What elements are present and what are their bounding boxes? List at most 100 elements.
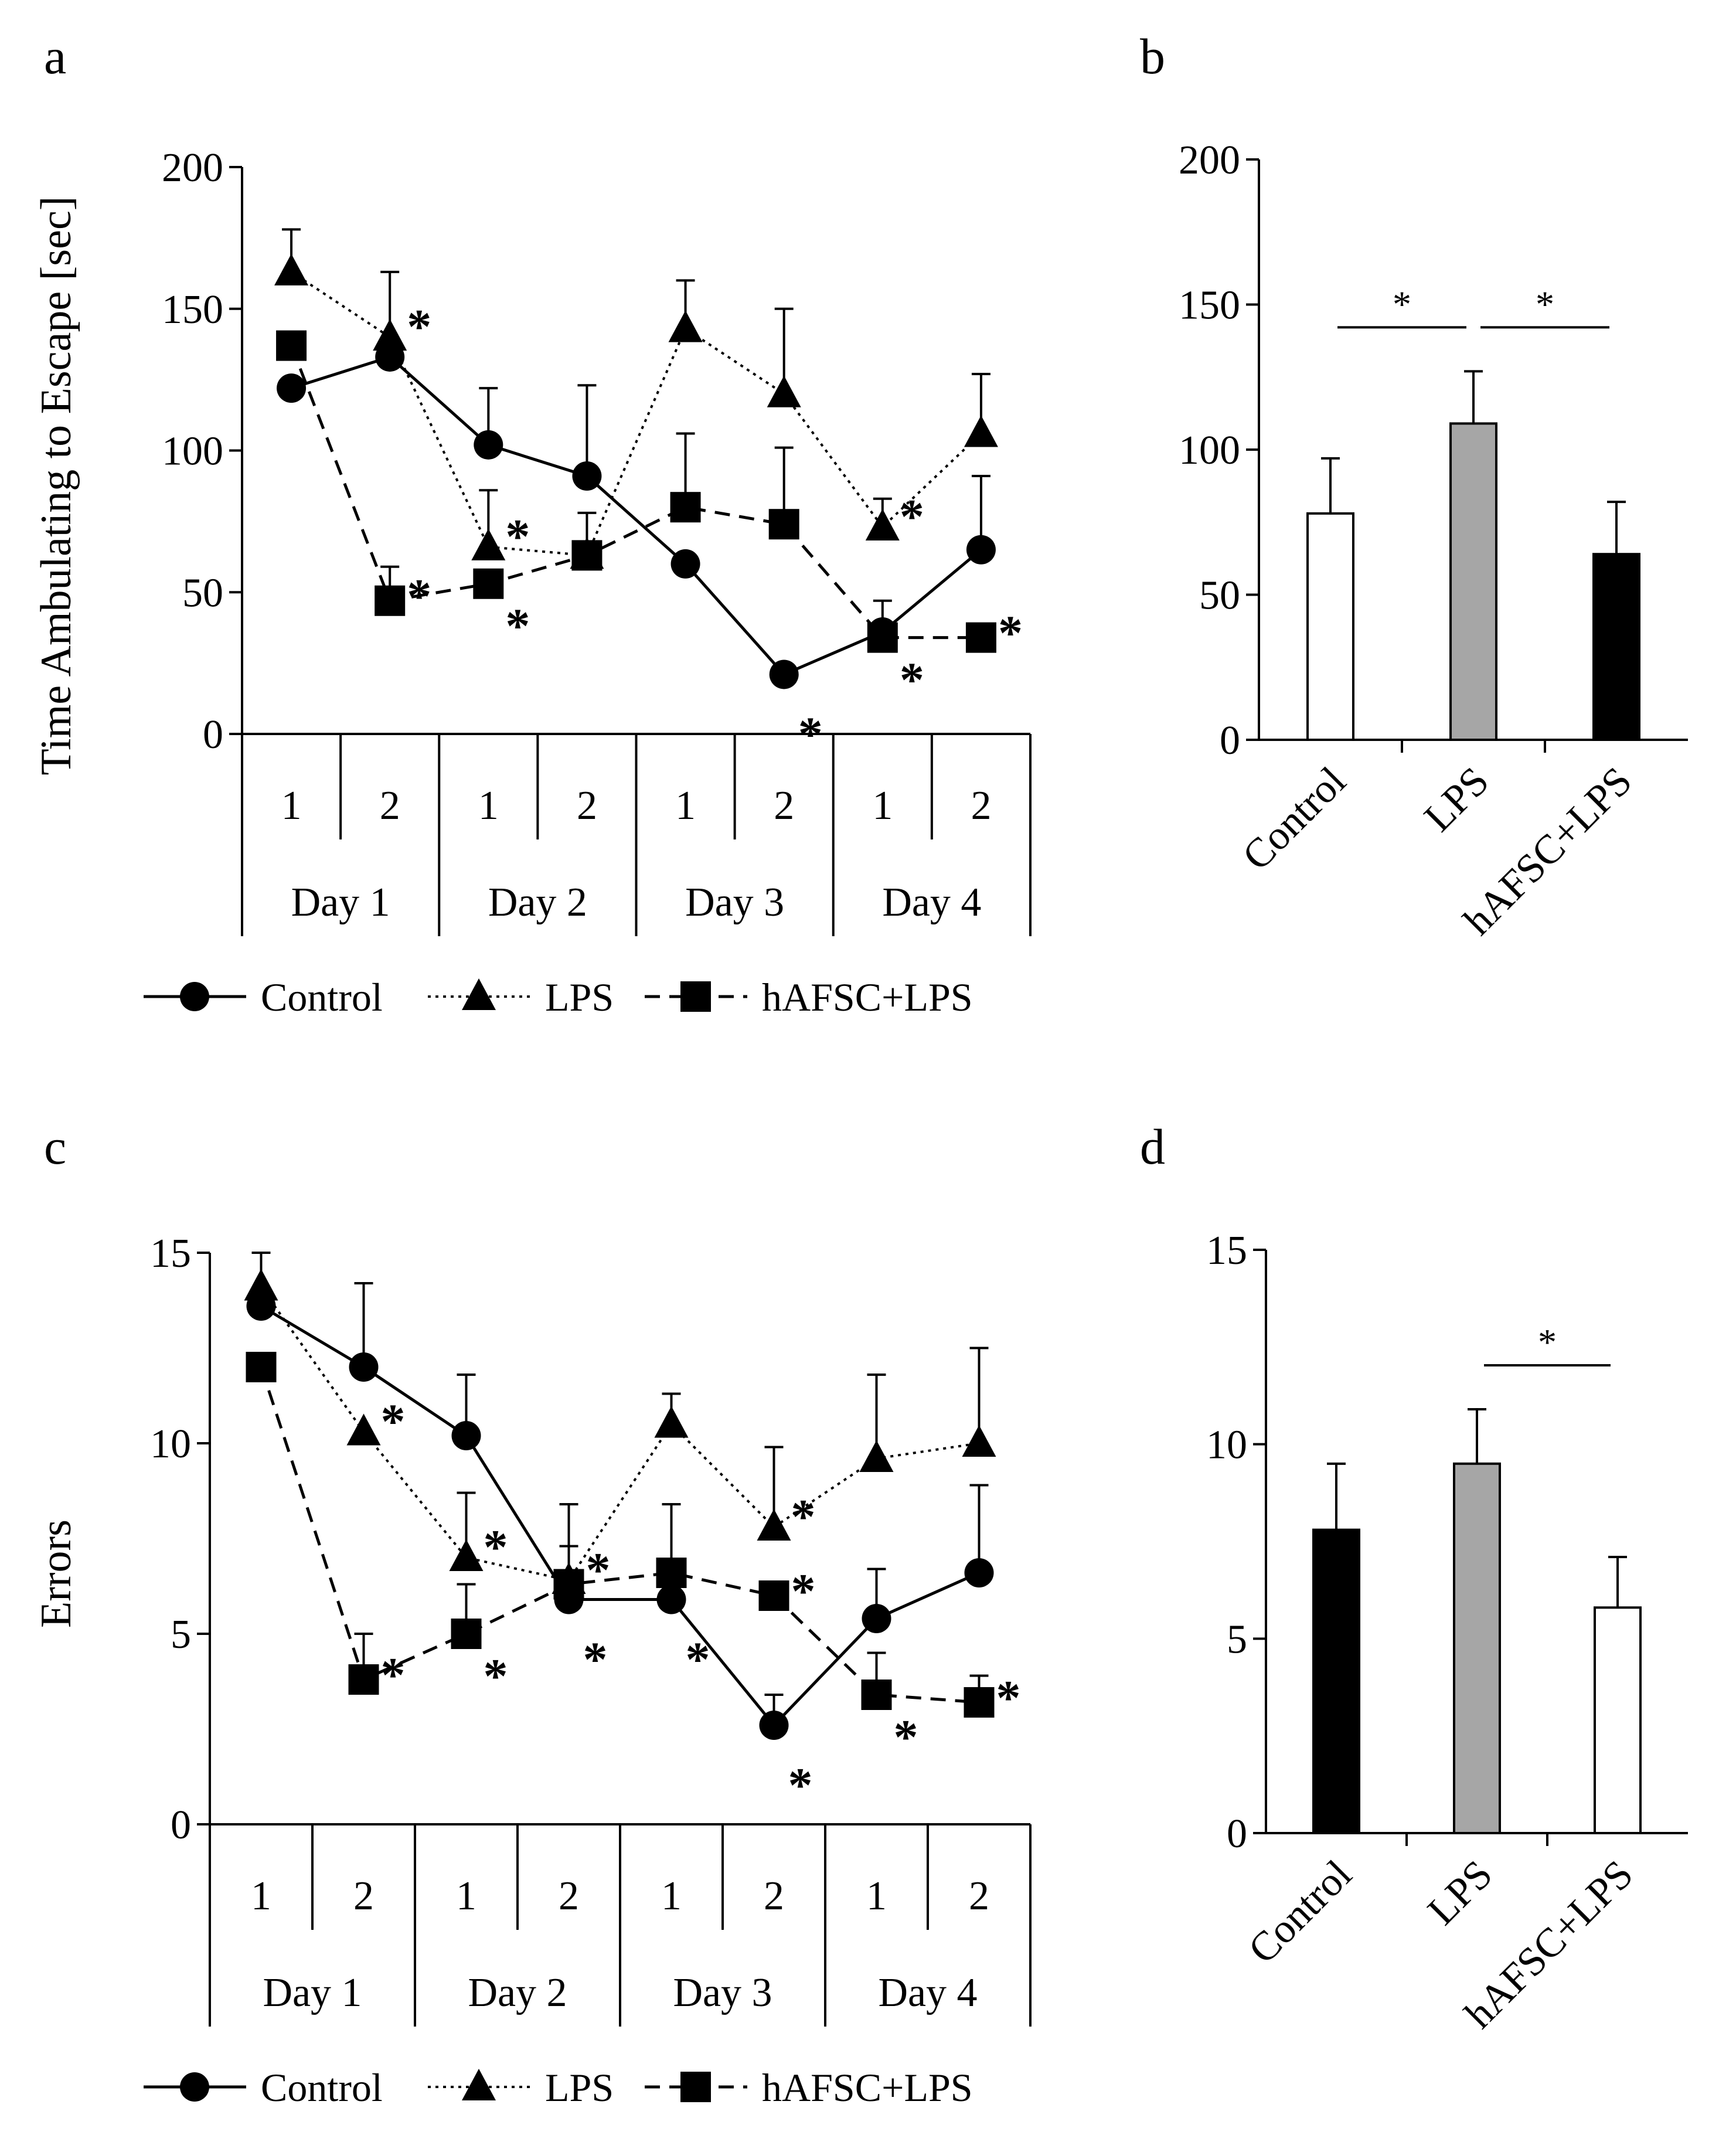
- data-point-LPS: [757, 1509, 791, 1541]
- trial-label: 1: [478, 783, 499, 828]
- data-point-hAFSC+LPS: [758, 1580, 789, 1611]
- data-point-Control: [964, 1558, 994, 1587]
- category-label: LPS: [1416, 759, 1498, 841]
- y-tick-label: 15: [1206, 1228, 1247, 1273]
- line-chart-c: 0 5 10 15 Errors 1 2 1 2 1 2 1 2 Day 1 Day 2 Day 3 Day 4…: [32, 1231, 1032, 2110]
- significance-star: *: [798, 707, 823, 761]
- y-tick-label: 50: [182, 570, 223, 616]
- data-point-hAFSC+LPS: [348, 1664, 379, 1695]
- data-point-LPS: [244, 1269, 278, 1301]
- y-tick-label: 50: [1199, 573, 1240, 618]
- trial-label: 2: [764, 1874, 784, 1919]
- data-point-hAFSC+LPS: [656, 1558, 687, 1588]
- bar-Control: [1306, 512, 1354, 742]
- significance-star: *: [505, 599, 530, 654]
- data-point-Control: [862, 1604, 891, 1633]
- significance-star: *: [583, 1633, 608, 1687]
- significance-star: *: [1393, 283, 1411, 325]
- day-label: Day 3: [685, 880, 784, 925]
- data-point-hAFSC+LPS: [964, 1687, 995, 1718]
- data-point-LPS: [471, 528, 506, 560]
- y-tick-label: 100: [162, 429, 223, 474]
- bar-LPS: [1449, 422, 1497, 741]
- day-label: Day 4: [878, 1970, 977, 2015]
- data-point-Control: [572, 461, 602, 491]
- data-point-hAFSC+LPS: [965, 622, 996, 653]
- category-label: Control: [1240, 1852, 1361, 1973]
- significance-star: *: [788, 1758, 813, 1813]
- legend-label: LPS: [545, 975, 614, 1019]
- data-point-hAFSC+LPS: [451, 1619, 482, 1649]
- series-line-Control: [260, 1304, 980, 1728]
- significance-star: *: [505, 509, 530, 564]
- legend-marker: [680, 981, 711, 1012]
- significance-star: *: [1538, 1321, 1557, 1363]
- significance-star: *: [407, 569, 431, 624]
- data-point-hAFSC+LPS: [276, 330, 307, 361]
- data-point-LPS: [346, 1413, 381, 1446]
- data-point-Control: [277, 373, 307, 403]
- panel-letter-d: d: [1140, 1119, 1165, 1175]
- data-point-Control: [474, 430, 503, 460]
- data-point-hAFSC+LPS: [473, 568, 504, 599]
- data-point-LPS: [654, 1406, 689, 1438]
- y-tick-label: 15: [150, 1231, 191, 1276]
- y-tick-label: 200: [162, 145, 223, 191]
- significance-star: *: [900, 653, 924, 708]
- y-tick-label: 5: [1227, 1617, 1247, 1662]
- y-tick-label: 150: [1179, 283, 1240, 328]
- day-label: Day 1: [291, 880, 390, 925]
- legend-label: Control: [261, 975, 383, 1019]
- y-tick-label: 0: [1227, 1811, 1247, 1857]
- legend-marker: [680, 2072, 711, 2102]
- significance-star: *: [381, 1648, 406, 1702]
- data-point-hAFSC+LPS: [670, 492, 701, 523]
- bar-hAFSC+LPS: [1592, 553, 1640, 741]
- legend-marker: [462, 2069, 496, 2100]
- day-label: Day 3: [673, 1970, 772, 2015]
- trial-label: 2: [577, 783, 597, 828]
- significance-star: *: [686, 1633, 710, 1687]
- significance-star: *: [381, 1395, 406, 1449]
- data-point-hAFSC+LPS: [375, 585, 406, 616]
- significance-star: *: [586, 1543, 611, 1597]
- y-tick-label: 200: [1179, 138, 1240, 183]
- data-point-hAFSC+LPS: [246, 1352, 277, 1382]
- trial-label: 2: [969, 1874, 989, 1919]
- y-tick-label: 150: [162, 287, 223, 332]
- data-point-hAFSC+LPS: [571, 540, 603, 571]
- legend-marker: [180, 2072, 209, 2102]
- day-label: Day 4: [882, 880, 981, 925]
- trial-label: 1: [251, 1874, 271, 1919]
- trial-label: 1: [281, 783, 302, 828]
- data-point-hAFSC+LPS: [553, 1569, 584, 1600]
- significance-star: *: [484, 1520, 508, 1575]
- trial-label: 1: [872, 783, 893, 828]
- data-point-LPS: [668, 310, 703, 342]
- series-line-LPS: [290, 271, 982, 557]
- significance-star: *: [791, 1564, 816, 1619]
- day-label: Day 2: [488, 880, 587, 925]
- panel-letter-b: b: [1140, 28, 1165, 84]
- data-point-LPS: [865, 509, 900, 541]
- trial-label: 1: [675, 783, 696, 828]
- significance-star: *: [407, 300, 431, 354]
- y-tick-label: 0: [203, 712, 223, 757]
- y-axis-label: Errors: [32, 1519, 80, 1628]
- legend-label: hAFSC+LPS: [762, 2065, 973, 2110]
- panel-letter-a: a: [44, 28, 66, 84]
- line-chart-a: 0 50 100 150 200 Time Ambulating to Escape [s…: [32, 145, 1032, 1019]
- day-label: Day 2: [468, 1970, 567, 2015]
- trial-label: 2: [971, 783, 991, 828]
- significance-star: *: [998, 606, 1023, 661]
- y-tick-label: 10: [150, 1422, 191, 1467]
- bar-LPS: [1453, 1462, 1501, 1834]
- legend-marker: [180, 982, 209, 1011]
- data-point-LPS: [373, 319, 407, 351]
- data-point-hAFSC+LPS: [867, 622, 898, 653]
- y-tick-label: 0: [171, 1803, 191, 1848]
- trial-label: 2: [559, 1874, 579, 1919]
- data-point-Control: [670, 549, 700, 579]
- legend-marker: [462, 978, 496, 1010]
